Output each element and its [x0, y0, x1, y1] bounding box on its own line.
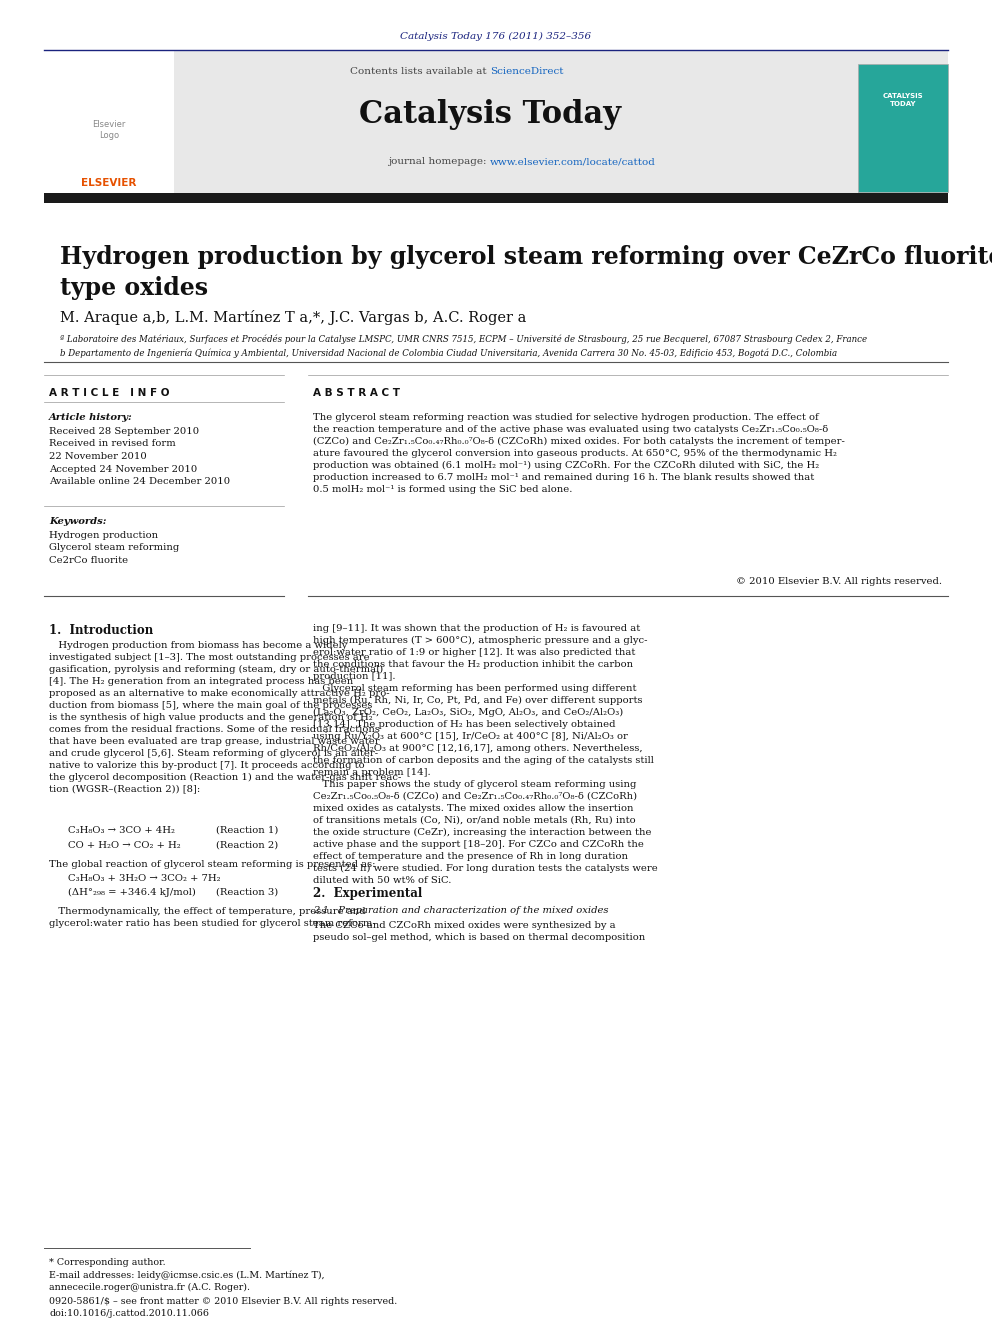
Text: * Corresponding author.: * Corresponding author. — [49, 1258, 166, 1267]
Text: Glycerol steam reforming: Glycerol steam reforming — [49, 544, 180, 553]
Text: (Reaction 3): (Reaction 3) — [215, 888, 278, 897]
Text: Hydrogen production by glycerol steam reforming over CeZrCo fluorite
type oxides: Hydrogen production by glycerol steam re… — [60, 245, 992, 299]
Text: Keywords:: Keywords: — [49, 517, 106, 527]
Text: Available online 24 December 2010: Available online 24 December 2010 — [49, 478, 230, 486]
Text: ª Laboratoire des Matériaux, Surfaces et Procédés pour la Catalyse LMSPC, UMR CN: ª Laboratoire des Matériaux, Surfaces et… — [60, 335, 867, 344]
Text: 22 November 2010: 22 November 2010 — [49, 452, 147, 460]
Text: A R T I C L E   I N F O: A R T I C L E I N F O — [49, 388, 170, 398]
Text: Hydrogen production: Hydrogen production — [49, 531, 158, 540]
Text: 1.  Introduction: 1. Introduction — [49, 624, 153, 636]
Text: Accepted 24 November 2010: Accepted 24 November 2010 — [49, 464, 197, 474]
Text: Catalysis Today 176 (2011) 352–356: Catalysis Today 176 (2011) 352–356 — [401, 32, 591, 41]
FancyBboxPatch shape — [44, 50, 174, 194]
Text: ing [9–11]. It was shown that the production of H₂ is favoured at
high temperatu: ing [9–11]. It was shown that the produc… — [313, 624, 658, 885]
Text: CATALYSIS
TODAY: CATALYSIS TODAY — [883, 93, 924, 107]
Text: www.elsevier.com/locate/cattod: www.elsevier.com/locate/cattod — [490, 157, 656, 167]
Text: 2.  Experimental: 2. Experimental — [313, 886, 423, 900]
Text: (Reaction 2): (Reaction 2) — [215, 841, 278, 849]
Text: b Departamento de Ingeniería Química y Ambiental, Universidad Nacional de Colomb: b Departamento de Ingeniería Química y A… — [60, 348, 837, 357]
Text: E-mail addresses: leidy@icmse.csic.es (L.M. Martínez T),
annececile.roger@unistr: E-mail addresses: leidy@icmse.csic.es (L… — [49, 1271, 324, 1293]
Text: Ce2rCo fluorite: Ce2rCo fluorite — [49, 556, 128, 565]
Text: (ΔH°₂₉₈ = +346.4 kJ/mol): (ΔH°₂₉₈ = +346.4 kJ/mol) — [68, 888, 195, 897]
Text: (Reaction 1): (Reaction 1) — [215, 826, 278, 835]
FancyBboxPatch shape — [44, 50, 948, 194]
Text: Received in revised form: Received in revised form — [49, 439, 176, 448]
Text: Thermodynamically, the effect of temperature, pressure and
glycerol:water ratio : Thermodynamically, the effect of tempera… — [49, 908, 376, 927]
Text: 2.1.  Preparation and characterization of the mixed oxides: 2.1. Preparation and characterization of… — [313, 906, 608, 916]
Text: Article history:: Article history: — [49, 413, 133, 422]
Text: The glycerol steam reforming reaction was studied for selective hydrogen product: The glycerol steam reforming reaction wa… — [313, 413, 845, 493]
Text: The CZCo and CZCoRh mixed oxides were synthesized by a
pseudo sol–gel method, wh: The CZCo and CZCoRh mixed oxides were sy… — [313, 921, 645, 942]
FancyBboxPatch shape — [858, 64, 948, 192]
Text: The global reaction of glycerol steam reforming is presented as:: The global reaction of glycerol steam re… — [49, 860, 376, 869]
Text: CO + H₂O → CO₂ + H₂: CO + H₂O → CO₂ + H₂ — [68, 841, 181, 849]
Text: C₃H₈O₃ → 3CO + 4H₂: C₃H₈O₃ → 3CO + 4H₂ — [68, 826, 175, 835]
Text: Contents lists available at: Contents lists available at — [350, 67, 490, 77]
Text: Elsevier
Logo: Elsevier Logo — [92, 120, 126, 140]
Text: © 2010 Elsevier B.V. All rights reserved.: © 2010 Elsevier B.V. All rights reserved… — [736, 577, 942, 586]
Text: C₃H₈O₃ + 3H₂O → 3CO₂ + 7H₂: C₃H₈O₃ + 3H₂O → 3CO₂ + 7H₂ — [68, 875, 220, 882]
Text: ScienceDirect: ScienceDirect — [490, 67, 563, 77]
Text: M. Araque a,b, L.M. Martínez T a,*, J.C. Vargas b, A.C. Roger a: M. Araque a,b, L.M. Martínez T a,*, J.C.… — [60, 310, 527, 325]
FancyBboxPatch shape — [44, 193, 948, 202]
Text: journal homepage:: journal homepage: — [388, 157, 490, 167]
Text: A B S T R A C T: A B S T R A C T — [313, 388, 400, 398]
Text: ELSEVIER: ELSEVIER — [81, 179, 137, 188]
Text: Catalysis Today: Catalysis Today — [359, 99, 621, 131]
Text: Received 28 September 2010: Received 28 September 2010 — [49, 427, 199, 437]
Text: Hydrogen production from biomass has become a widely
investigated subject [1–3].: Hydrogen production from biomass has bec… — [49, 642, 402, 794]
Text: 0920-5861/$ – see front matter © 2010 Elsevier B.V. All rights reserved.
doi:10.: 0920-5861/$ – see front matter © 2010 El… — [49, 1297, 397, 1318]
